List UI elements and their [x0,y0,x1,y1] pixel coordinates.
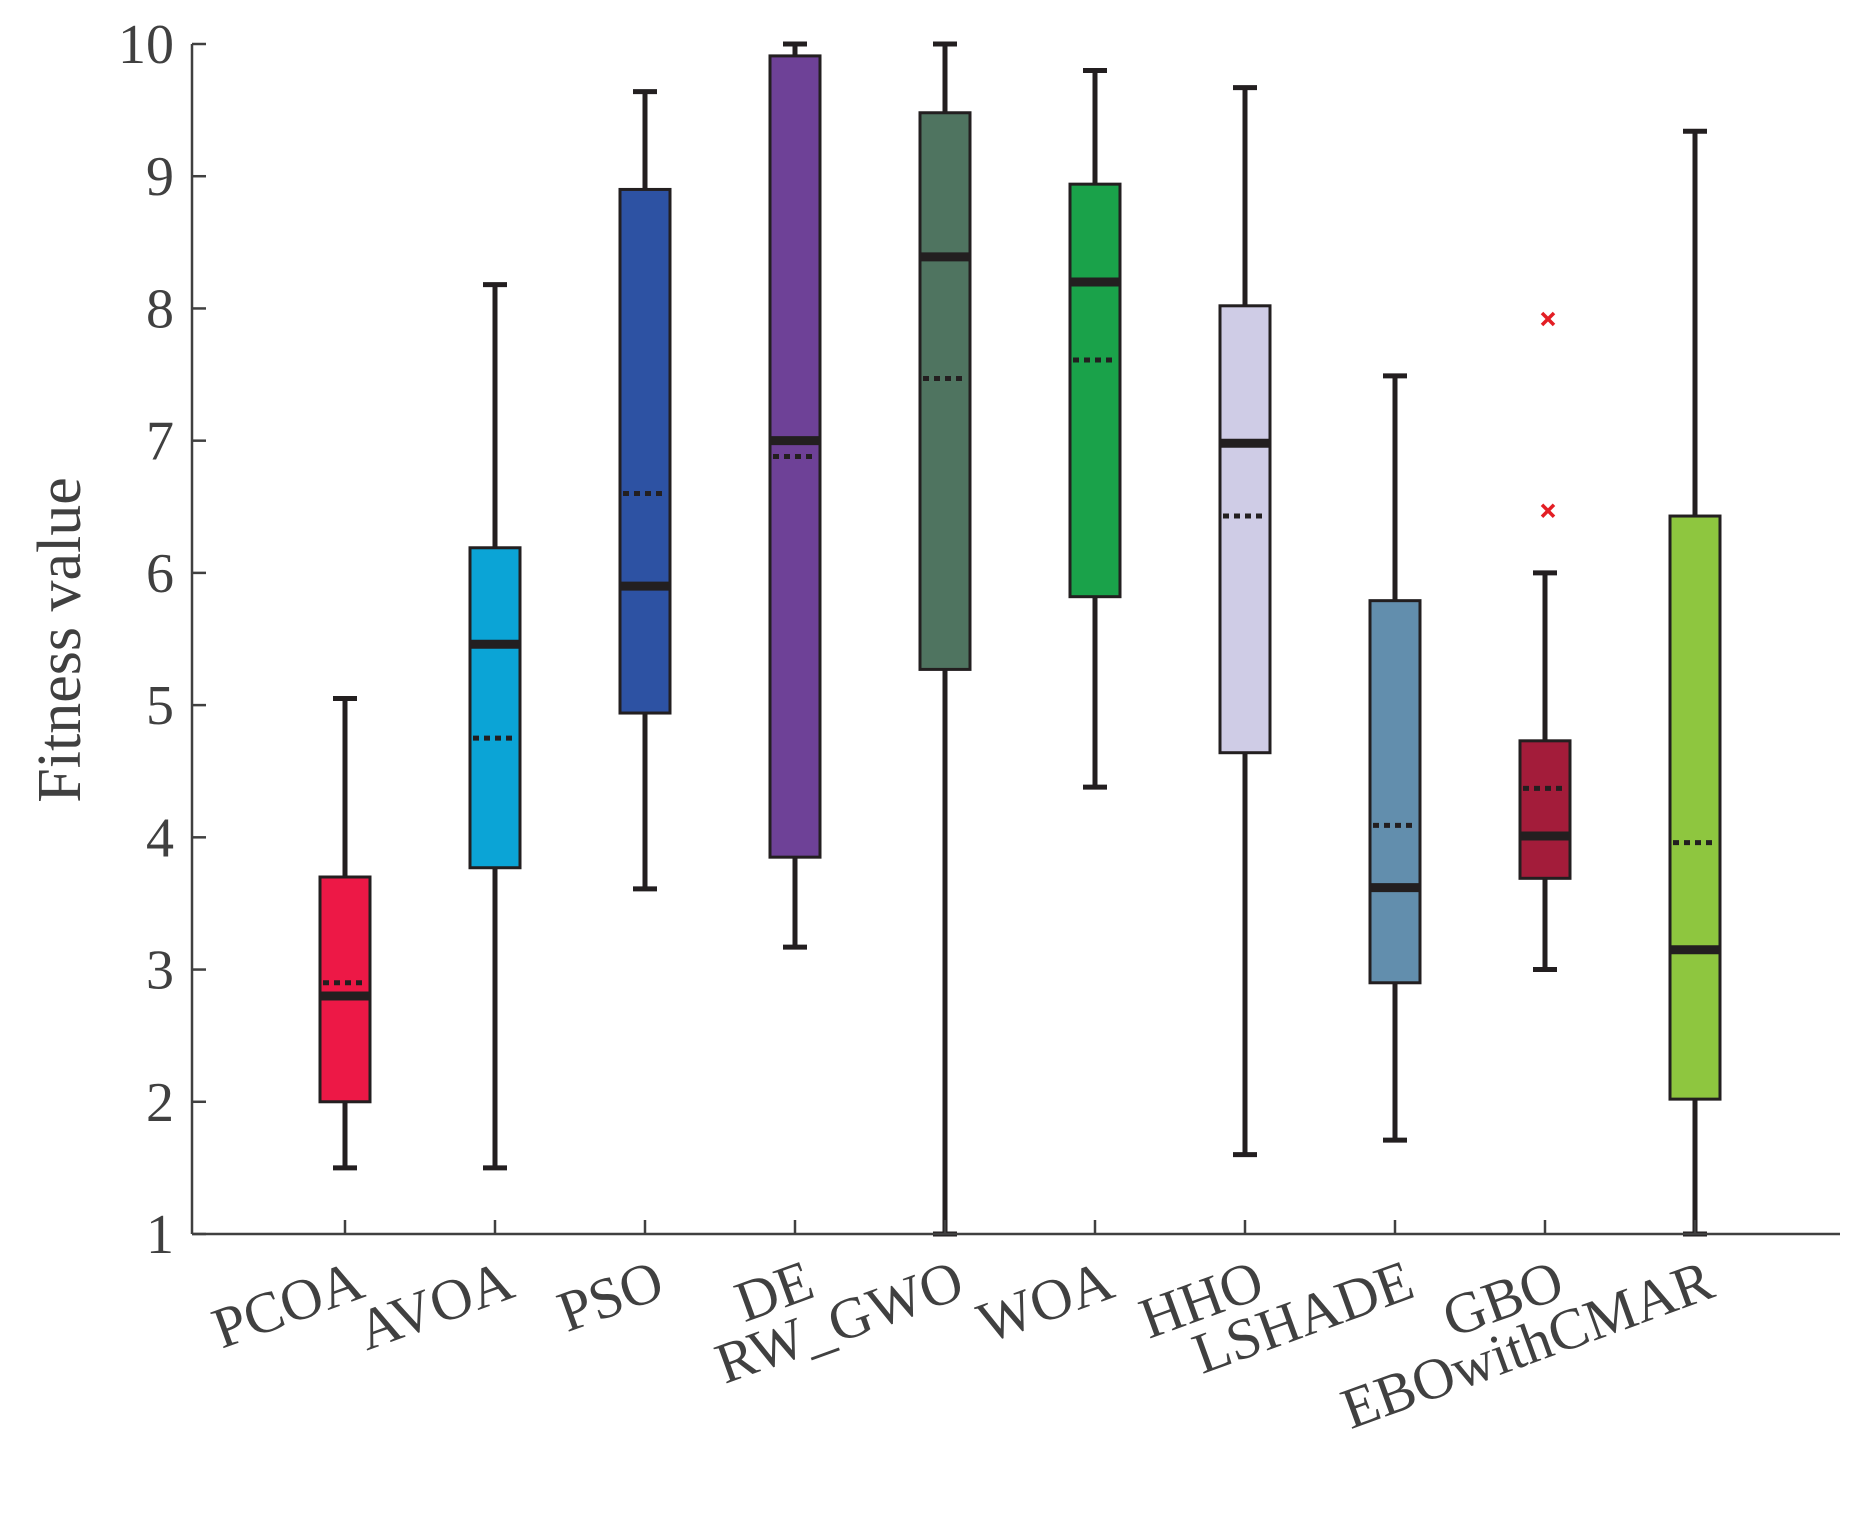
box-avoa [468,282,522,1171]
y-tick-label: 5 [146,675,174,737]
outlier-stroke [1540,311,1556,327]
outlier-stroke [1540,503,1556,518]
x-category-label: PCOA [204,1247,372,1361]
box-iqr [1218,304,1272,755]
box-lshade [1368,373,1422,1143]
y-axis-title: Fitness value [26,477,94,802]
box-iqr [918,111,972,671]
y-tick-label: 7 [146,411,174,473]
x-category-label: PSO [549,1247,671,1344]
box-pso [618,89,672,892]
y-tick-label: 2 [146,1072,174,1134]
y-tick-label: 4 [146,807,174,869]
box-hho [1218,85,1272,1158]
box-iqr [468,546,522,870]
y-tick-label: 9 [146,146,174,208]
outlier-marker [1540,503,1556,518]
box-woa [1068,67,1122,790]
x-category-label: WOA [969,1247,1121,1355]
outlier-marker [1540,311,1556,327]
box-iqr [618,187,672,715]
box-rw-gwo [918,41,972,1237]
box-iqr [1668,514,1722,1101]
box-ebowithcmar [1668,128,1722,1237]
y-tick-label: 10 [118,14,174,76]
box-de [768,41,822,950]
y-ticks: 1 2 3 4 5 6 7 8 9 10 [118,14,206,1266]
box-iqr [318,875,372,1104]
box-iqr [1518,739,1572,880]
y-tick-label: 8 [146,278,174,340]
box-iqr [1068,182,1122,599]
x-category-label: AVOA [349,1247,522,1363]
box-gbo [1518,311,1572,973]
axes-layer [190,44,1840,1236]
boxes-layer [318,41,1722,1237]
box-pcoa [318,696,372,1171]
y-tick-label: 1 [146,1204,174,1266]
y-tick-label: 3 [146,940,174,1002]
y-tick-label: 6 [146,543,174,605]
box-iqr [1368,599,1422,985]
